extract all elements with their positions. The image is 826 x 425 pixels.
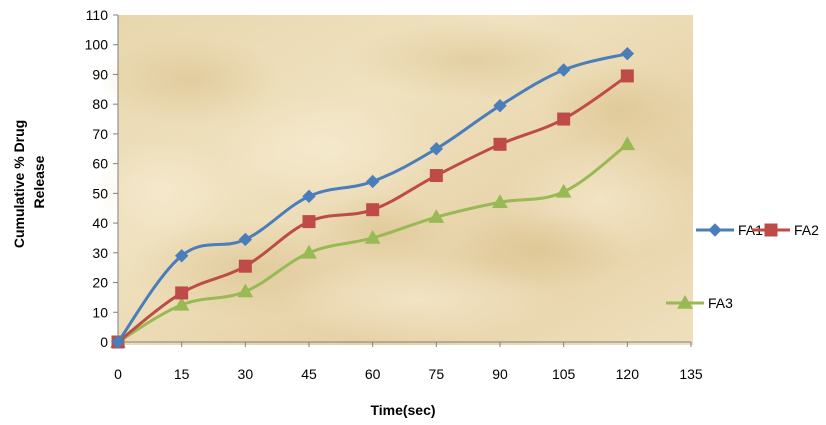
data-point-fa2 (429, 169, 443, 183)
y-axis-title: Cumulative % Drug Release (11, 116, 47, 248)
y-tick-label: 20 (92, 275, 108, 291)
data-point-fa1 (556, 63, 571, 77)
plot-area-background (90, 15, 700, 345)
legend-item-fa3: FA3 (666, 294, 733, 311)
data-point-fa1 (302, 189, 316, 204)
x-tick-label: 105 (552, 366, 576, 382)
y-tick-label: 80 (92, 96, 108, 112)
data-point-fa3 (492, 194, 508, 209)
x-axis-title: Time(sec) (370, 402, 435, 418)
x-tick-label: 60 (365, 366, 381, 382)
parchment-spot (90, 140, 230, 240)
x-tick-label: 30 (238, 366, 254, 382)
legend-marker-fa3 (677, 294, 693, 309)
legend-label-fa3: FA3 (708, 295, 733, 311)
x-tick-label: 45 (301, 366, 317, 382)
x-tick-label: 120 (616, 366, 640, 382)
parchment-spot (450, 210, 630, 290)
y-tick-label: 110 (86, 7, 109, 23)
data-point-fa2 (366, 203, 380, 217)
y-tick-label: 50 (92, 185, 108, 201)
series-layer (110, 46, 636, 349)
x-tick-label: 15 (174, 366, 190, 382)
data-point-fa3 (173, 296, 190, 311)
data-point-fa3 (364, 229, 381, 244)
data-point-fa3 (428, 209, 445, 223)
legend-marker-fa2 (764, 223, 778, 237)
data-point-fa2 (557, 112, 571, 126)
parchment-spot (350, 20, 590, 100)
data-point-fa2 (238, 259, 252, 273)
legend-label-fa2: FA2 (794, 222, 819, 238)
y-tick-label: 10 (92, 304, 108, 320)
data-point-fa3 (301, 244, 317, 259)
y-tick-label: 70 (92, 126, 108, 142)
series-fa3 (110, 136, 636, 348)
y-tick-label: 30 (92, 245, 108, 261)
axes: 0 10 20 30 40 50 60 70 80 90 100 110 0 15 30 45 60 75 90 10… (85, 7, 703, 382)
series-fa2 (111, 69, 634, 349)
data-point-fa1 (493, 98, 507, 113)
legend-item-fa2: FA2 (752, 222, 819, 238)
y-axis-title-line-2: Release (31, 155, 47, 208)
data-point-fa2 (620, 69, 634, 83)
parchment-spot (540, 65, 700, 155)
parchment-spot (310, 195, 450, 265)
y-tick-label: 40 (92, 215, 108, 231)
legend-label-fa1: FA1 (738, 222, 763, 238)
data-point-fa1 (365, 174, 380, 189)
y-tick-label: 90 (92, 66, 108, 82)
data-point-fa2 (175, 286, 189, 300)
data-point-fa3 (237, 283, 254, 298)
data-point-fa3 (619, 136, 636, 151)
data-point-fa1 (111, 335, 125, 349)
y-tick-label: 0 (100, 334, 108, 350)
y-axis-title-line-1: Cumulative % Drug (11, 120, 27, 248)
series-fa1 (111, 46, 635, 349)
data-point-fa1 (174, 249, 189, 263)
legend-item-fa1: FA1 (696, 222, 763, 238)
data-point-fa1 (620, 46, 635, 61)
x-tick-label: 0 (114, 366, 122, 382)
data-point-fa2 (493, 137, 507, 151)
data-point-fa3 (555, 183, 572, 198)
x-tick-label: 90 (492, 366, 508, 382)
data-point-fa2 (302, 215, 316, 229)
legend: FA1 FA2 FA3 (666, 222, 819, 311)
parchment-spot (100, 35, 280, 125)
data-point-fa1 (429, 142, 444, 156)
x-tick-label: 75 (429, 366, 445, 382)
y-tick-label: 60 (92, 156, 108, 172)
legend-marker-fa1 (708, 223, 722, 237)
data-point-fa1 (238, 232, 253, 247)
y-tick-label: 100 (85, 37, 109, 53)
x-tick-label: 135 (679, 366, 703, 382)
